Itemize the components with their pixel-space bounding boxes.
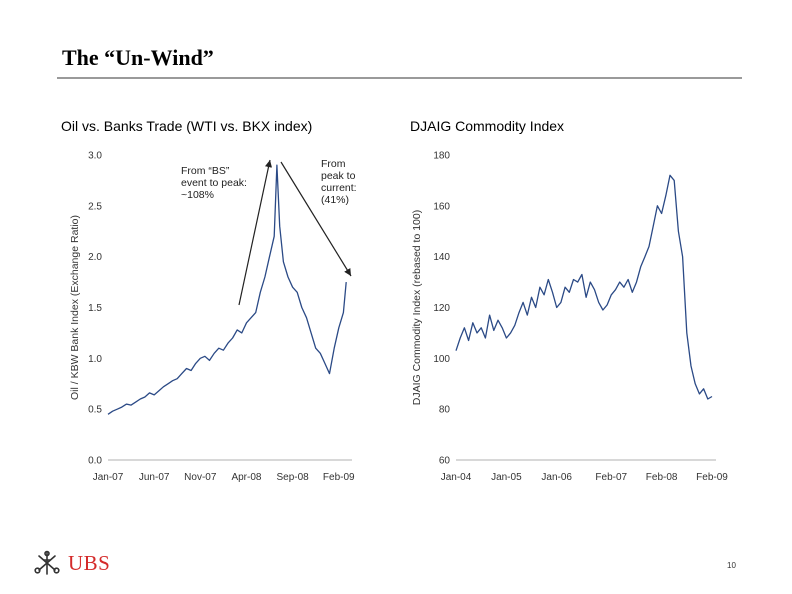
right-x-tick-label: Feb-09	[696, 472, 728, 483]
right-chart-title: DJAIG Commodity Index	[410, 118, 565, 134]
right-y-axis-label: DJAIG Commodity Index (rebased to 100)	[411, 210, 423, 406]
right-y-tick-label: 160	[433, 201, 450, 212]
left-y-tick-label: 1.0	[88, 354, 102, 365]
left-x-tick-label: Sep-08	[276, 472, 309, 483]
annotation-peak-to-current: (41%)	[321, 194, 349, 206]
left-x-tick-label: Jun-07	[139, 472, 170, 483]
arrow-bs-to-peak	[238, 159, 273, 306]
left-x-tick-label: Feb-09	[323, 472, 355, 483]
left-y-tick-label: 0.0	[88, 456, 102, 467]
slide-title: The “Un-Wind”	[62, 45, 214, 70]
left-chart-title: Oil vs. Banks Trade (WTI vs. BKX index)	[61, 118, 313, 134]
left-x-tick-label: Nov-07	[184, 472, 217, 483]
title-divider	[57, 77, 742, 79]
left-y-tick-label: 3.0	[88, 151, 102, 162]
right-y-tick-label: 60	[439, 456, 451, 467]
annotation-peak-to-current: peak to	[321, 170, 356, 182]
right-y-tick-label: 180	[433, 151, 450, 162]
annotation-bs-to-peak: event to peak:	[181, 177, 247, 189]
annotation-bs-to-peak: From “BS”	[181, 165, 230, 177]
right-x-tick-label: Jan-05	[491, 472, 522, 483]
left-y-tick-label: 2.0	[88, 252, 102, 263]
annotation-peak-to-current: From	[321, 158, 346, 170]
left-y-tick-label: 1.5	[88, 303, 102, 314]
right-y-tick-label: 120	[433, 303, 450, 314]
ubs-keys-icon	[34, 550, 60, 575]
page-number: 10	[727, 561, 736, 570]
right-y-tick-label: 100	[433, 354, 450, 365]
annotation-bs-to-peak: ~108%	[181, 189, 214, 201]
arrow-peak-to-current	[280, 161, 352, 277]
left-x-tick-label: Apr-08	[231, 472, 261, 483]
right-y-tick-label: 80	[439, 405, 451, 416]
right-x-tick-label: Feb-07	[595, 472, 627, 483]
right-x-tick-label: Feb-08	[646, 472, 678, 483]
left-y-tick-label: 2.5	[88, 201, 102, 212]
left-series-line	[107, 164, 347, 415]
left-x-tick-label: Jan-07	[93, 472, 124, 483]
left-y-tick-label: 0.5	[88, 405, 102, 416]
right-series-line	[455, 174, 713, 400]
ubs-wordmark: UBS	[68, 550, 111, 575]
right-y-tick-label: 140	[433, 252, 450, 263]
left-y-axis-label: Oil / KBW Bank Index (Exchange Ratio)	[69, 215, 81, 400]
ubs-logo: UBS	[30, 550, 110, 576]
right-x-tick-label: Jan-06	[541, 472, 572, 483]
right-x-tick-label: Jan-04	[441, 472, 472, 483]
annotation-peak-to-current: current:	[321, 182, 357, 194]
